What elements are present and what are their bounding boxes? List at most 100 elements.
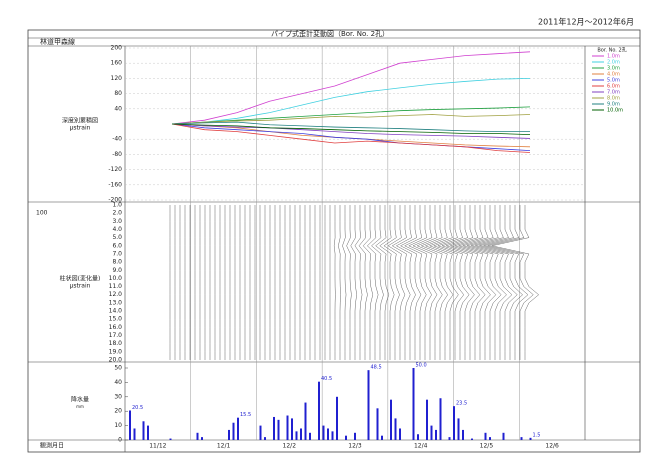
bar [484, 432, 487, 440]
frame [27, 29, 641, 453]
bar [286, 415, 289, 440]
bar [529, 437, 532, 440]
bar [457, 418, 460, 440]
profile-line [383, 205, 400, 360]
x-tick-label: 12/3 [348, 443, 362, 450]
bar [376, 408, 379, 440]
legend-label: 1.0m [607, 54, 620, 60]
y-tick-label: 0 [118, 437, 122, 444]
bar [426, 399, 428, 440]
depth-label: 17.0 [109, 332, 123, 339]
bar [201, 437, 203, 440]
y-unit: μstrain [70, 125, 91, 132]
series-line [171, 114, 531, 125]
value-label: 1.5 [533, 432, 541, 438]
y-tick-label: 200 [111, 45, 123, 52]
bar [390, 399, 392, 440]
scale: 100 [36, 210, 48, 217]
profile-line [342, 205, 347, 360]
bar [448, 437, 451, 440]
profile-line [449, 205, 486, 360]
depth-label: 3.0 [112, 218, 122, 225]
profile-line [479, 205, 523, 360]
depth-label: 16.0 [109, 324, 123, 331]
profile-line [453, 205, 491, 360]
x-tick-label: 12/6 [545, 443, 559, 450]
y-tick-label: 40 [114, 105, 122, 112]
profile-line [437, 205, 470, 360]
depth-label: 18.0 [109, 340, 123, 347]
profile-line [333, 205, 336, 360]
profile-line [358, 205, 368, 360]
bar [259, 425, 262, 440]
depth-label: 1.0 [112, 202, 122, 209]
bar [327, 428, 329, 440]
legend-label: 3.0m [607, 66, 620, 72]
y-tick-label: 50 [114, 365, 122, 372]
series-line [171, 51, 531, 125]
y-tick-label: 120 [111, 75, 123, 82]
bar [462, 429, 464, 440]
y-tick-label: 10 [114, 422, 122, 429]
bar [381, 435, 383, 440]
profile-line [338, 205, 341, 360]
profile-line [354, 205, 363, 360]
profile-line [408, 205, 432, 360]
bar [309, 432, 311, 440]
bar [331, 431, 334, 440]
profile-line [429, 205, 459, 360]
bar [277, 419, 280, 440]
profile-line [433, 205, 464, 360]
legend-label: 8.0m [607, 96, 620, 102]
bar [354, 432, 356, 440]
profile-line [404, 205, 427, 360]
value-label: 48.5 [371, 365, 382, 371]
series-line [171, 121, 530, 133]
legend-label: 6.0m [607, 84, 620, 90]
profile-line [391, 205, 411, 360]
value-label: 15.5 [240, 412, 251, 418]
profile-line [350, 205, 357, 360]
y-label: 深度別累積図 [62, 117, 98, 125]
y-tick-label: -200 [108, 197, 122, 204]
series-line [171, 123, 531, 139]
profile-line [471, 205, 513, 360]
bar [133, 428, 136, 440]
period: 2011年12月～2012年6月 [538, 17, 634, 27]
value-label: 20.5 [132, 405, 143, 411]
profile-line [412, 205, 438, 360]
site: 林道甲森線 [40, 37, 75, 46]
bar [295, 431, 298, 440]
bar [367, 370, 370, 440]
legend-label: 2.0m [607, 60, 620, 66]
profile-line [367, 205, 379, 360]
series-line [171, 78, 531, 125]
y-tick-label: -160 [108, 181, 122, 188]
y-tick-label: 80 [114, 90, 122, 97]
bar [502, 432, 505, 440]
series-line [171, 123, 531, 153]
bar [232, 422, 235, 440]
depth-label: 10.0 [109, 275, 123, 282]
profile-line [457, 205, 497, 360]
bar [471, 438, 473, 440]
y-tick-label: -80 [112, 151, 122, 158]
depth-label: 5.0 [112, 234, 122, 241]
profile-line [491, 205, 539, 360]
bar [196, 432, 199, 440]
profile-line [445, 205, 481, 360]
legend-label: 5.0m [607, 78, 620, 84]
bar [237, 417, 239, 440]
depth-label: 13.0 [109, 299, 123, 306]
x-tick-label: 12/1 [217, 443, 231, 450]
bar [318, 381, 320, 440]
depth-label: 19.0 [109, 348, 123, 355]
depth-label: 4.0 [112, 226, 122, 233]
profile-line [424, 205, 454, 360]
bar [435, 429, 437, 440]
bar [520, 437, 523, 440]
depth-label: 7.0 [112, 250, 122, 257]
depth-label: 8.0 [112, 259, 122, 266]
bar [291, 418, 293, 440]
